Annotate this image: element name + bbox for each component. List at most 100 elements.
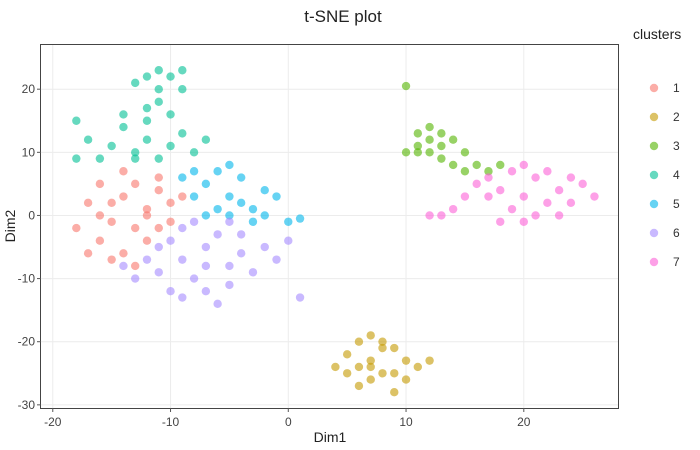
data-point <box>260 186 269 195</box>
data-point <box>472 160 481 170</box>
data-point <box>437 154 446 163</box>
x-tick-label: 10 <box>399 415 413 429</box>
data-point <box>201 135 211 144</box>
data-point <box>131 223 140 233</box>
data-point <box>213 204 222 214</box>
data-point <box>201 242 211 252</box>
data-point <box>142 72 152 81</box>
legend-key-3 <box>649 141 659 151</box>
data-point <box>236 173 246 182</box>
data-point <box>178 129 187 138</box>
legend-label-1: 1 <box>673 81 680 95</box>
legend-key-4 <box>649 170 659 180</box>
data-point <box>484 167 493 176</box>
data-point <box>366 362 375 372</box>
data-point <box>131 179 140 189</box>
data-point <box>390 343 399 353</box>
data-point <box>460 192 470 201</box>
data-point <box>295 293 305 302</box>
chart-title: t-SNE plot <box>304 7 382 26</box>
data-point <box>201 261 211 271</box>
data-point <box>225 211 234 220</box>
data-point <box>413 141 423 151</box>
data-point <box>178 173 187 182</box>
data-point <box>142 103 152 113</box>
legend-title: clusters <box>633 26 681 42</box>
data-point <box>95 154 105 163</box>
data-point <box>225 160 234 170</box>
data-point <box>154 66 163 75</box>
data-point <box>178 293 187 302</box>
data-point <box>519 217 528 226</box>
data-point <box>166 236 175 245</box>
cluster-4-points <box>72 66 211 163</box>
data-point <box>413 129 423 138</box>
data-point <box>566 173 576 182</box>
data-point <box>496 160 505 170</box>
data-point <box>484 173 493 182</box>
data-point <box>107 255 116 264</box>
data-point <box>437 211 446 220</box>
data-point <box>201 211 211 220</box>
data-point <box>460 167 470 176</box>
data-point <box>519 160 528 170</box>
y-tick-label: -20 <box>18 335 36 349</box>
data-point <box>378 343 387 353</box>
data-point <box>154 154 163 163</box>
data-point <box>178 84 187 94</box>
data-point <box>554 211 564 220</box>
data-point <box>178 255 187 264</box>
data-point <box>95 211 105 220</box>
data-point <box>507 204 517 214</box>
data-point <box>154 242 163 252</box>
data-point <box>260 242 269 252</box>
legend-label-2: 2 <box>673 110 680 124</box>
x-tick-label: -10 <box>162 415 180 429</box>
data-point <box>366 331 375 340</box>
data-point <box>342 350 352 359</box>
data-point <box>496 186 505 195</box>
data-point <box>448 160 458 170</box>
data-point <box>131 274 140 283</box>
data-point <box>460 148 470 157</box>
cluster-2-points <box>331 331 434 397</box>
data-point <box>142 116 152 125</box>
data-point <box>554 186 564 195</box>
data-point <box>166 287 175 296</box>
data-point <box>119 261 128 271</box>
data-point <box>142 211 152 220</box>
data-point <box>142 204 152 214</box>
data-point <box>236 198 246 208</box>
data-point <box>295 214 305 223</box>
legend-key-5 <box>649 199 659 209</box>
data-point <box>590 192 599 201</box>
data-point <box>119 192 128 201</box>
data-point <box>248 268 258 277</box>
data-point <box>260 211 269 220</box>
data-point <box>248 204 258 214</box>
cluster-1-points <box>72 167 187 271</box>
data-point <box>178 192 187 201</box>
data-point <box>166 72 175 81</box>
data-point <box>189 167 199 176</box>
data-point <box>272 192 281 201</box>
axis-ticks: -20 -10 0 10 20 -30 -20 -10 0 10 20 <box>18 82 531 429</box>
data-point <box>401 81 411 91</box>
data-point <box>95 236 105 245</box>
data-point <box>354 337 364 346</box>
x-tick-label: 20 <box>517 415 531 429</box>
cluster-5-points <box>178 160 305 226</box>
data-point <box>142 255 152 264</box>
data-point <box>342 369 352 378</box>
data-point <box>119 167 128 176</box>
legend-label-5: 5 <box>673 197 680 211</box>
data-point <box>213 167 222 176</box>
data-point <box>189 192 199 201</box>
data-point <box>201 287 211 296</box>
data-point <box>425 148 434 157</box>
y-tick-label: -10 <box>18 272 36 286</box>
data-point <box>496 217 505 226</box>
data-point <box>378 337 387 346</box>
data-point <box>225 192 234 201</box>
data-point <box>166 198 175 208</box>
